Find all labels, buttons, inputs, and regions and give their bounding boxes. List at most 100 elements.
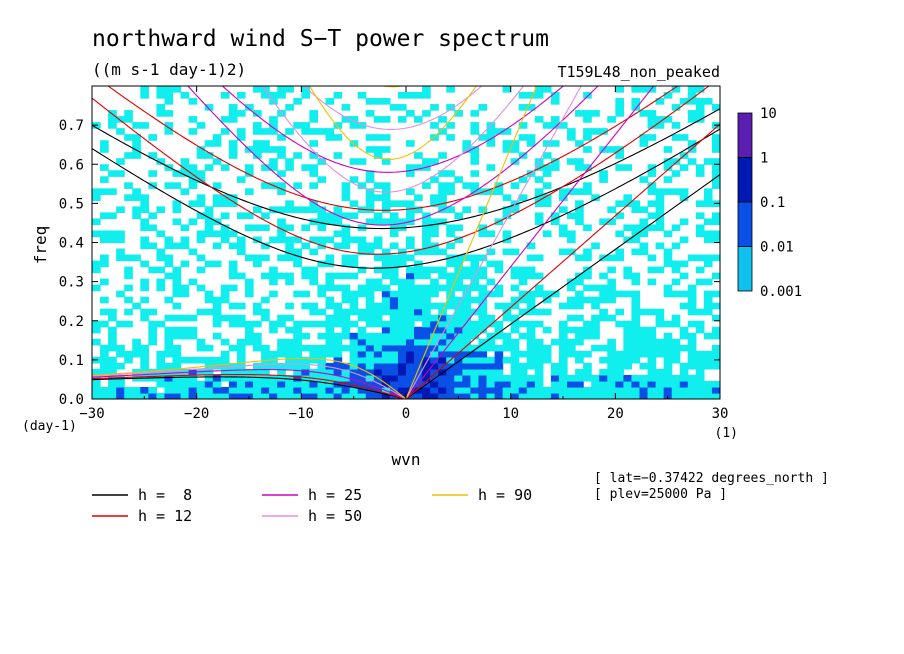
- heatmap-cell: [228, 140, 238, 147]
- heatmap-cell: [591, 344, 600, 352]
- heatmap-cell: [470, 356, 480, 364]
- heatmap-cell: [92, 368, 101, 376]
- heatmap-cell: [526, 362, 536, 370]
- heatmap-cell: [438, 284, 447, 292]
- heatmap-cell: [397, 326, 407, 334]
- heatmap-cell: [414, 350, 423, 358]
- heatmap-cell: [277, 368, 286, 376]
- heatmap-cell: [261, 86, 270, 93]
- heatmap-cell: [575, 314, 584, 322]
- heatmap-cell: [679, 260, 689, 268]
- heatmap-cell: [550, 338, 560, 346]
- heatmap-cell: [502, 344, 512, 352]
- heatmap-cell: [269, 236, 278, 244]
- heatmap-cell: [172, 242, 182, 250]
- heatmap-cell: [309, 152, 319, 159]
- heatmap-cell: [293, 350, 302, 358]
- heatmap-cell: [639, 338, 649, 346]
- heatmap-cell: [164, 296, 174, 304]
- heatmap-cell: [478, 296, 488, 304]
- heatmap-cell: [695, 356, 705, 364]
- heatmap-cell: [389, 104, 399, 111]
- heatmap-cell: [655, 242, 665, 250]
- heatmap-cell: [647, 368, 657, 376]
- heatmap-cell: [647, 200, 657, 207]
- heatmap-cell: [655, 218, 665, 226]
- heatmap-cell: [92, 188, 101, 195]
- heatmap-cell: [196, 194, 206, 201]
- heatmap-cell: [349, 350, 359, 358]
- heatmap-cell: [623, 344, 633, 352]
- heatmap-cell: [591, 326, 600, 334]
- heatmap-cell: [357, 350, 367, 358]
- heatmap-cell: [615, 386, 624, 394]
- heatmap-cell: [663, 116, 673, 123]
- heatmap-cell: [623, 386, 633, 394]
- heatmap-cell: [188, 164, 198, 171]
- heatmap-cell: [591, 296, 600, 304]
- heatmap-cell: [518, 332, 528, 340]
- heatmap-cell: [261, 386, 270, 394]
- heatmap-cell: [510, 374, 520, 382]
- heatmap-cell: [261, 254, 270, 262]
- heatmap-cell: [607, 314, 616, 322]
- heatmap-cell: [591, 194, 600, 201]
- heatmap-cell: [269, 158, 278, 165]
- heatmap-cell: [438, 368, 447, 376]
- heatmap-cell: [333, 230, 343, 238]
- heatmap-cell: [671, 104, 681, 111]
- heatmap-cell: [269, 386, 278, 394]
- heatmap-cell: [422, 326, 431, 334]
- heatmap-cell: [397, 290, 407, 298]
- heatmap-cell: [711, 272, 720, 280]
- heatmap-cell: [317, 158, 327, 165]
- heatmap-cell: [124, 386, 133, 394]
- heatmap-cell: [196, 284, 206, 292]
- heatmap-cell: [397, 200, 407, 207]
- heatmap-cell: [373, 212, 383, 220]
- colorbar-swatch: [737, 246, 753, 292]
- heatmap-cell: [277, 236, 286, 244]
- heatmap-cell: [510, 380, 520, 388]
- heatmap-cell: [518, 278, 528, 286]
- heatmap-cell: [655, 266, 665, 274]
- heatmap-cell: [341, 224, 351, 232]
- heatmap-cell: [212, 320, 222, 328]
- heatmap-cell: [422, 272, 431, 280]
- heatmap-cell: [478, 320, 488, 328]
- heatmap-cell: [277, 272, 286, 280]
- heatmap-cell: [647, 110, 657, 117]
- heatmap-cell: [397, 356, 407, 364]
- heatmap-cell: [317, 374, 327, 382]
- heatmap-cell: [244, 374, 254, 382]
- rossby-wave-curve: [92, 369, 407, 399]
- heatmap-cell: [446, 104, 455, 111]
- heatmap-cell: [389, 266, 399, 274]
- heatmap-cell: [478, 104, 488, 111]
- heatmap-cell: [526, 338, 536, 346]
- heatmap-cell: [655, 194, 665, 201]
- heatmap-cell: [494, 290, 504, 298]
- heatmap-cell: [687, 338, 697, 346]
- heatmap-cell: [204, 230, 214, 238]
- heatmap-cell: [518, 194, 528, 201]
- heatmap-cell: [695, 224, 705, 232]
- heatmap-cell: [188, 392, 198, 399]
- heatmap-cell: [446, 320, 455, 328]
- y-tick-label: 0.3: [59, 275, 84, 291]
- heatmap-cell: [671, 356, 681, 364]
- heatmap-cell: [156, 266, 166, 274]
- heatmap-cell: [309, 266, 319, 274]
- heatmap-cell: [711, 386, 720, 394]
- heatmap-cell: [534, 344, 544, 352]
- heatmap-cell: [542, 86, 552, 93]
- heatmap-cell: [269, 206, 278, 214]
- heatmap-cell: [510, 302, 520, 310]
- heatmap-cell: [711, 380, 720, 388]
- heatmap-cell: [228, 266, 238, 274]
- heatmap-cell: [212, 332, 222, 340]
- heatmap-cell: [663, 368, 673, 376]
- heatmap-cell: [349, 302, 359, 310]
- heatmap-cell: [623, 362, 633, 370]
- heatmap-cell: [663, 380, 673, 388]
